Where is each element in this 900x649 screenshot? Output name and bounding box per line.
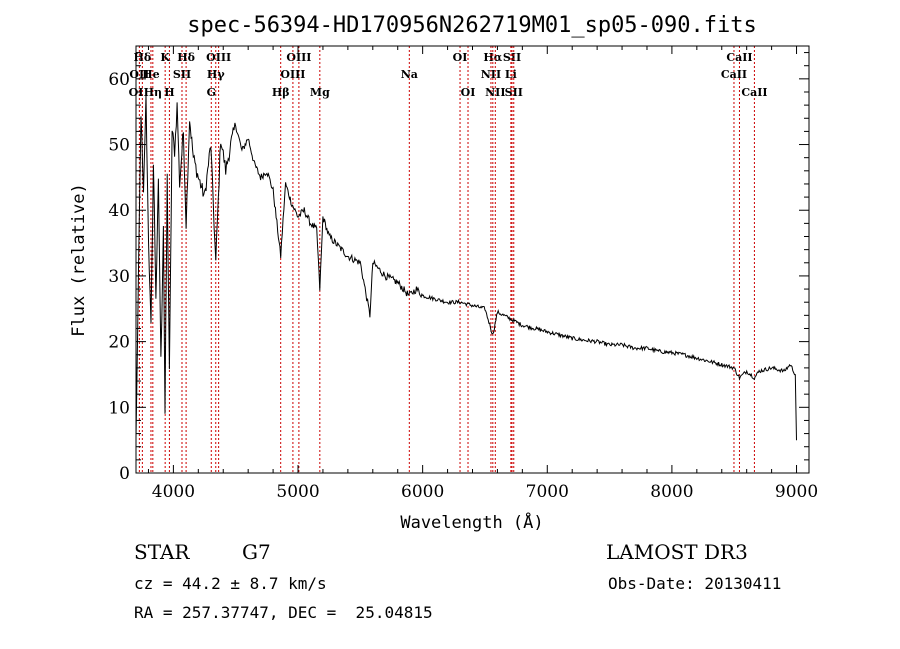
line-marker-label: Hδ xyxy=(133,51,151,64)
line-marker-label: SII xyxy=(505,86,523,99)
line-marker-label: OIII xyxy=(280,68,305,81)
line-marker-label: Mg xyxy=(310,86,330,99)
survey-name: LAMOST DR3 xyxy=(606,540,748,564)
line-marker-label: OI xyxy=(453,51,468,64)
y-tick-label: 0 xyxy=(119,464,130,484)
y-axis-ticks: 0 10 20 30 40 50 60 xyxy=(108,52,809,484)
line-marker-label: SII xyxy=(173,68,191,81)
coordinates: RA = 257.37747, DEC = 25.04815 xyxy=(134,603,433,622)
line-marker-label: G xyxy=(207,86,216,99)
line-marker-label: Hβ xyxy=(272,86,290,99)
line-marker-label: OIII xyxy=(206,51,231,64)
x-tick-label: 9000 xyxy=(775,482,818,502)
y-tick-label: 40 xyxy=(108,201,130,221)
line-marker-label: He xyxy=(142,68,159,81)
x-tick-label: 6000 xyxy=(401,482,444,502)
line-marker-label: Hα xyxy=(483,51,502,64)
line-marker-label: OI xyxy=(461,86,476,99)
x-tick-label: 4000 xyxy=(152,482,195,502)
line-marker-label: OIII xyxy=(286,51,311,64)
line-marker-label: SII xyxy=(503,51,521,64)
line-marker-label: OII xyxy=(129,68,149,81)
flux-series-line xyxy=(135,94,797,441)
y-tick-label: 30 xyxy=(108,267,130,287)
object-class: STAR xyxy=(134,540,190,564)
line-marker-label: Hδ xyxy=(177,51,195,64)
plot-frame xyxy=(135,45,810,474)
line-marker-label: CaII xyxy=(741,86,767,99)
y-axis-label: Flux (relative) xyxy=(69,183,89,337)
redshift-velocity: cz = 44.2 ± 8.7 km/s xyxy=(134,574,327,593)
x-tick-label: 8000 xyxy=(650,482,693,502)
line-marker-label: K xyxy=(160,51,170,64)
line-marker-label: Hγ xyxy=(207,68,225,81)
line-marker-label: Hη xyxy=(144,86,162,99)
line-marker-label: Na xyxy=(401,68,418,81)
observation-date: Obs-Date: 20130411 xyxy=(608,574,782,593)
object-subclass: G7 xyxy=(242,540,271,564)
y-tick-label: 20 xyxy=(108,333,130,353)
line-marker-label: NII xyxy=(485,86,505,99)
y-tick-label: 50 xyxy=(108,136,130,156)
y-tick-label: 60 xyxy=(108,70,130,90)
chart-title: spec-56394-HD170956N262719M01_sp05-090.f… xyxy=(187,13,757,38)
x-tick-label: 5000 xyxy=(276,482,319,502)
line-marker-label: CaII xyxy=(726,51,752,64)
x-axis-label: Wavelength (Å) xyxy=(400,511,543,533)
line-marker-label: H xyxy=(164,86,174,99)
x-axis-ticks: 4000 5000 6000 7000 8000 9000 xyxy=(147,46,818,502)
line-marker-label: Li xyxy=(505,68,517,81)
y-tick-label: 10 xyxy=(108,398,130,418)
line-marker-label: NII xyxy=(481,68,501,81)
x-tick-label: 7000 xyxy=(526,482,569,502)
line-marker-label: CaII xyxy=(721,68,747,81)
